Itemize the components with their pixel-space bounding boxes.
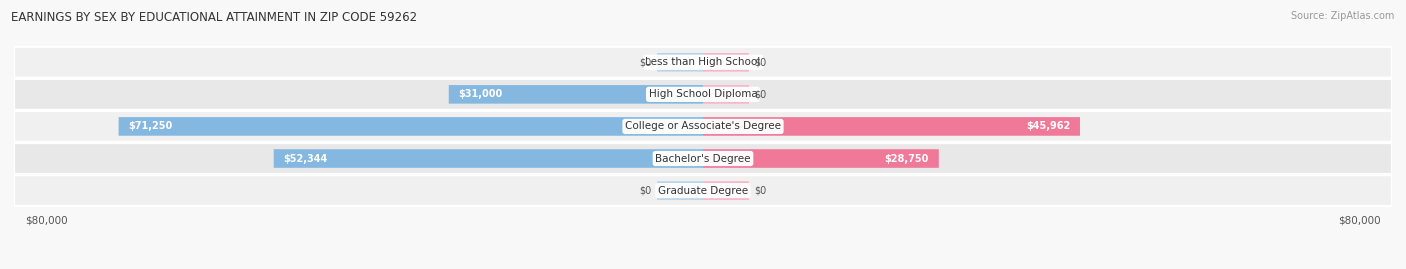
Text: $28,750: $28,750 — [884, 154, 929, 164]
FancyBboxPatch shape — [703, 53, 749, 72]
FancyBboxPatch shape — [118, 117, 703, 136]
FancyBboxPatch shape — [14, 143, 1392, 174]
FancyBboxPatch shape — [14, 47, 1392, 78]
FancyBboxPatch shape — [703, 85, 749, 104]
FancyBboxPatch shape — [703, 181, 749, 200]
FancyBboxPatch shape — [14, 111, 1392, 142]
FancyBboxPatch shape — [657, 181, 703, 200]
Text: $0: $0 — [754, 57, 766, 67]
Text: College or Associate's Degree: College or Associate's Degree — [626, 121, 780, 132]
Text: Less than High School: Less than High School — [645, 57, 761, 67]
Text: $71,250: $71,250 — [128, 121, 173, 132]
Text: Source: ZipAtlas.com: Source: ZipAtlas.com — [1291, 11, 1395, 21]
Text: EARNINGS BY SEX BY EDUCATIONAL ATTAINMENT IN ZIP CODE 59262: EARNINGS BY SEX BY EDUCATIONAL ATTAINMEN… — [11, 11, 418, 24]
FancyBboxPatch shape — [449, 85, 703, 104]
Text: $31,000: $31,000 — [458, 89, 503, 99]
FancyBboxPatch shape — [703, 149, 939, 168]
FancyBboxPatch shape — [14, 79, 1392, 110]
FancyBboxPatch shape — [703, 117, 1080, 136]
Text: $0: $0 — [640, 57, 652, 67]
FancyBboxPatch shape — [274, 149, 703, 168]
FancyBboxPatch shape — [657, 53, 703, 72]
Text: $0: $0 — [640, 186, 652, 196]
Text: $0: $0 — [754, 89, 766, 99]
Text: $0: $0 — [754, 186, 766, 196]
Text: High School Diploma: High School Diploma — [648, 89, 758, 99]
Text: $45,962: $45,962 — [1026, 121, 1070, 132]
Text: $52,344: $52,344 — [284, 154, 328, 164]
FancyBboxPatch shape — [14, 175, 1392, 206]
Text: Graduate Degree: Graduate Degree — [658, 186, 748, 196]
Text: Bachelor's Degree: Bachelor's Degree — [655, 154, 751, 164]
